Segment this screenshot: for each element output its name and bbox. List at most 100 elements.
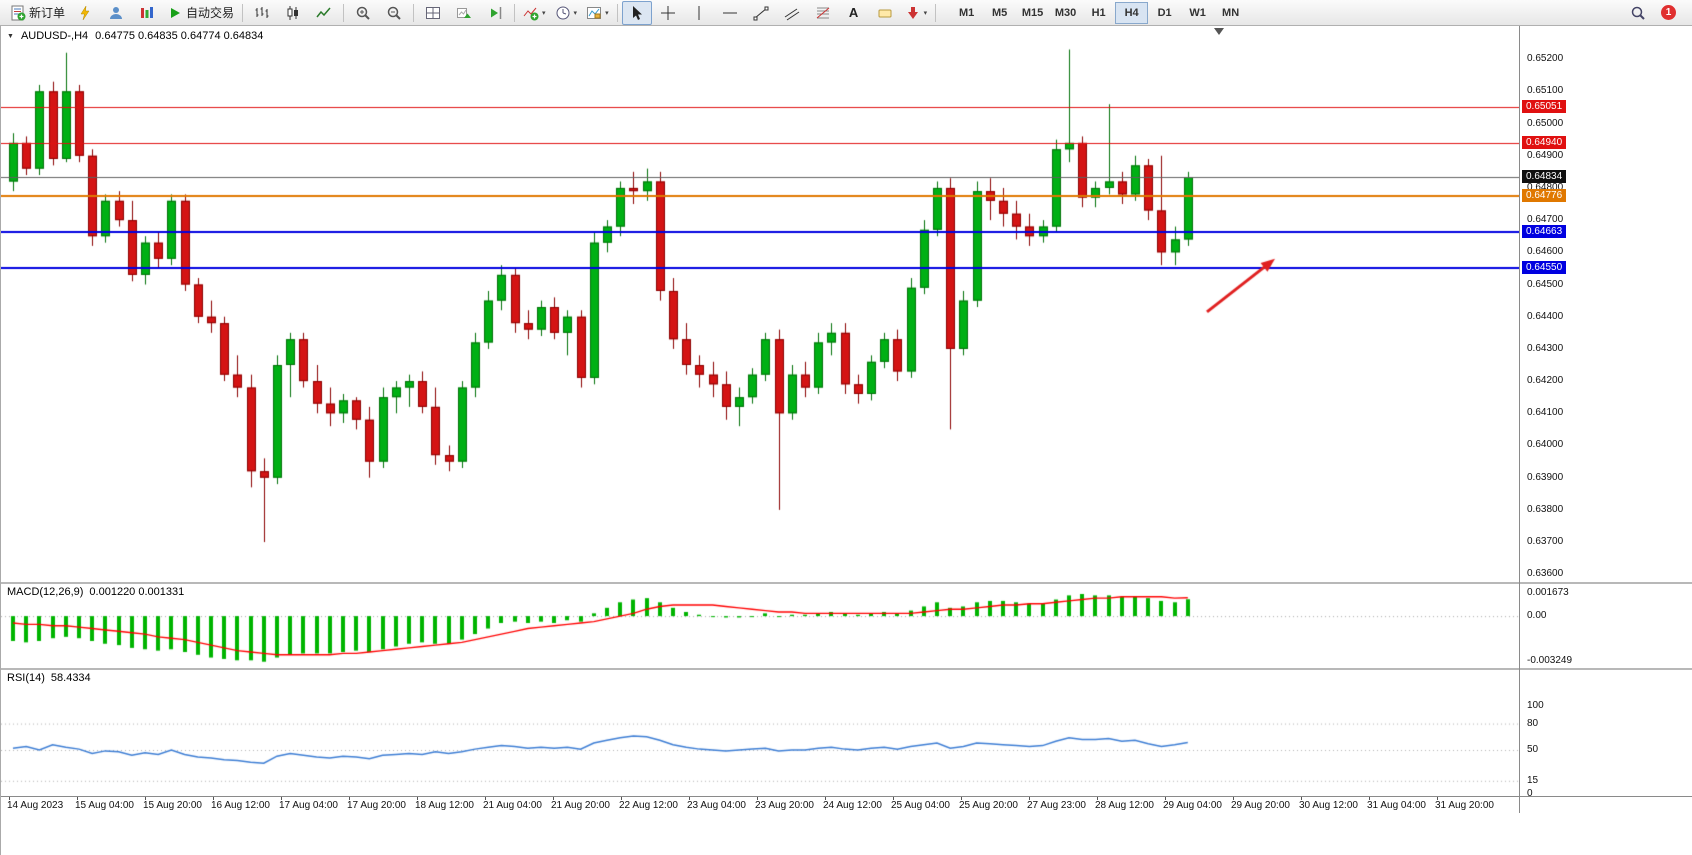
- clock-icon: [556, 6, 570, 19]
- timeframe-m1[interactable]: M1: [958, 6, 975, 19]
- time-axis-label: 16 Aug 12:00: [211, 800, 270, 811]
- time-axis-label: 15 Aug 04:00: [75, 800, 134, 811]
- time-axis-label: 14 Aug 2023: [7, 800, 64, 811]
- price-line-label: 0.64663: [1522, 225, 1567, 239]
- chevron-down-icon: ▾: [542, 9, 546, 17]
- candlestick-chart-icon: [287, 5, 299, 20]
- metaeditor-button[interactable]: [70, 1, 100, 25]
- new-order-button[interactable]: 新订单: [6, 1, 69, 25]
- time-axis-tick: [689, 797, 690, 800]
- auto-scroll-icon: [457, 7, 472, 18]
- channel-button[interactable]: [777, 1, 807, 25]
- price-axis[interactable]: 0.65200 0.65100 0.65000 0.64900 0.64800 0.647…: [1520, 26, 1692, 813]
- fibonacci-button[interactable]: [808, 1, 838, 25]
- macd-canvas[interactable]: [1, 584, 1519, 668]
- crosshair-button[interactable]: [653, 1, 683, 25]
- zoom-in-icon: [356, 6, 370, 20]
- rsi-axis-label: 100: [1527, 700, 1544, 711]
- zoom-in-button[interactable]: [348, 1, 378, 25]
- macd-label: MACD(12,26,9) 0.001220 0.001331: [7, 586, 184, 598]
- templates-button[interactable]: ▾: [582, 1, 613, 25]
- price-line-label: 0.64834: [1522, 169, 1567, 183]
- rsi-axis-label: 80: [1527, 717, 1539, 729]
- new-order-label: 新订单: [29, 6, 66, 20]
- time-axis-label: 21 Aug 20:00: [551, 800, 610, 811]
- rsi-name: RSI(14): [7, 672, 45, 684]
- arrow-shapes-icon: [907, 6, 918, 19]
- chart-window: ▼ AUDUSD-,H4 0.64775 0.64835 0.64774 0.6…: [0, 26, 1692, 855]
- periods-button[interactable]: ▾: [551, 1, 582, 25]
- bar-chart-button[interactable]: [247, 1, 277, 25]
- rsi-axis-label: 0: [1527, 788, 1533, 799]
- price-axis-label: 0.63700: [1527, 536, 1564, 548]
- time-axis-tick: [621, 797, 622, 800]
- time-axis-tick: [9, 797, 10, 800]
- time-axis-tick: [1165, 797, 1166, 800]
- auto-trading-button[interactable]: 自动交易: [163, 1, 238, 25]
- text-label-button[interactable]: [870, 1, 900, 25]
- line-chart-button[interactable]: [309, 1, 339, 25]
- zoom-out-button[interactable]: [379, 1, 409, 25]
- timeframe-h1[interactable]: H1: [1091, 6, 1106, 19]
- rsi-axis-label: 50: [1527, 744, 1539, 755]
- auto-scroll-button[interactable]: [449, 1, 479, 25]
- rsi-canvas[interactable]: [1, 670, 1519, 796]
- candlestick-chart-button[interactable]: [278, 1, 308, 25]
- time-axis-label: 17 Aug 20:00: [347, 800, 406, 811]
- time-axis-tick: [1301, 797, 1302, 800]
- rsi-label: RSI(14) 58.4334: [7, 672, 91, 684]
- cursor-button[interactable]: [621, 0, 652, 25]
- macd-axis-label: 0.00: [1527, 610, 1547, 622]
- profile-button[interactable]: [101, 1, 131, 25]
- time-axis-tick: [213, 797, 214, 800]
- bar-chart-icon: [255, 6, 269, 18]
- timeframe-d1[interactable]: D1: [1157, 6, 1172, 19]
- horizontal-line-button[interactable]: [715, 1, 745, 25]
- time-axis-label: 18 Aug 12:00: [415, 800, 474, 811]
- trendline-icon: [753, 6, 769, 20]
- indicators-icon: [523, 7, 539, 20]
- timeframe-m5[interactable]: M5: [991, 6, 1008, 19]
- time-axis-label: 21 Aug 04:00: [483, 800, 542, 811]
- trendline-button[interactable]: [746, 1, 776, 25]
- price-chart-panel: ▼ AUDUSD-,H4 0.64775 0.64835 0.64774 0.6…: [1, 26, 1519, 582]
- arrows-button[interactable]: ▾: [901, 1, 932, 25]
- panel-splitter[interactable]: [1, 582, 1692, 584]
- price-axis-label: 0.64300: [1527, 342, 1564, 354]
- chart-menu-icon[interactable]: ▼: [7, 32, 14, 40]
- price-axis-label: 0.65000: [1527, 117, 1564, 129]
- panel-splitter[interactable]: [1, 668, 1692, 670]
- profile-icon: [110, 6, 123, 19]
- price-axis-divider: [1519, 26, 1520, 813]
- market-depth-button[interactable]: [132, 1, 162, 25]
- line-chart-icon: [316, 7, 331, 17]
- time-axis-tick: [1369, 797, 1370, 800]
- text-button[interactable]: A: [839, 1, 869, 25]
- price-axis-label: 0.65100: [1527, 85, 1564, 97]
- price-axis-label: 0.64000: [1527, 439, 1564, 451]
- chart-title: ▼ AUDUSD-,H4 0.64775 0.64835 0.64774 0.6…: [7, 30, 263, 42]
- chart-shift-marker-icon[interactable]: [1214, 28, 1224, 35]
- time-axis-tick: [893, 797, 894, 800]
- tile-windows-button[interactable]: [418, 1, 448, 25]
- vertical-line-button[interactable]: [684, 1, 714, 25]
- timeframe-w1[interactable]: W1: [1189, 6, 1206, 19]
- toolbar-separator: [242, 3, 244, 22]
- time-axis-label: 24 Aug 12:00: [823, 800, 882, 811]
- toolbar-right-group: 1: [1623, 1, 1676, 25]
- timeframe-m15[interactable]: M15: [1021, 6, 1044, 19]
- notification-badge[interactable]: 1: [1661, 5, 1676, 20]
- time-axis-label: 23 Aug 20:00: [755, 800, 814, 811]
- search-button[interactable]: [1623, 1, 1653, 25]
- indicators-button[interactable]: ▾: [519, 1, 550, 25]
- timeframe-h4[interactable]: H4: [1115, 1, 1149, 24]
- timeframe-mn[interactable]: MN: [1222, 6, 1240, 19]
- chart-shift-button[interactable]: [480, 1, 510, 25]
- price-axis-label: 0.65200: [1527, 53, 1564, 65]
- price-chart-canvas[interactable]: [1, 26, 1519, 582]
- timeframe-m30[interactable]: M30: [1054, 6, 1077, 19]
- time-axis-tick: [757, 797, 758, 800]
- time-axis[interactable]: 14 Aug 2023 15 Aug 04:00 15 Aug 20:00 16 Au…: [1, 796, 1692, 814]
- time-axis-tick: [145, 797, 146, 800]
- fibonacci-icon: [816, 7, 829, 18]
